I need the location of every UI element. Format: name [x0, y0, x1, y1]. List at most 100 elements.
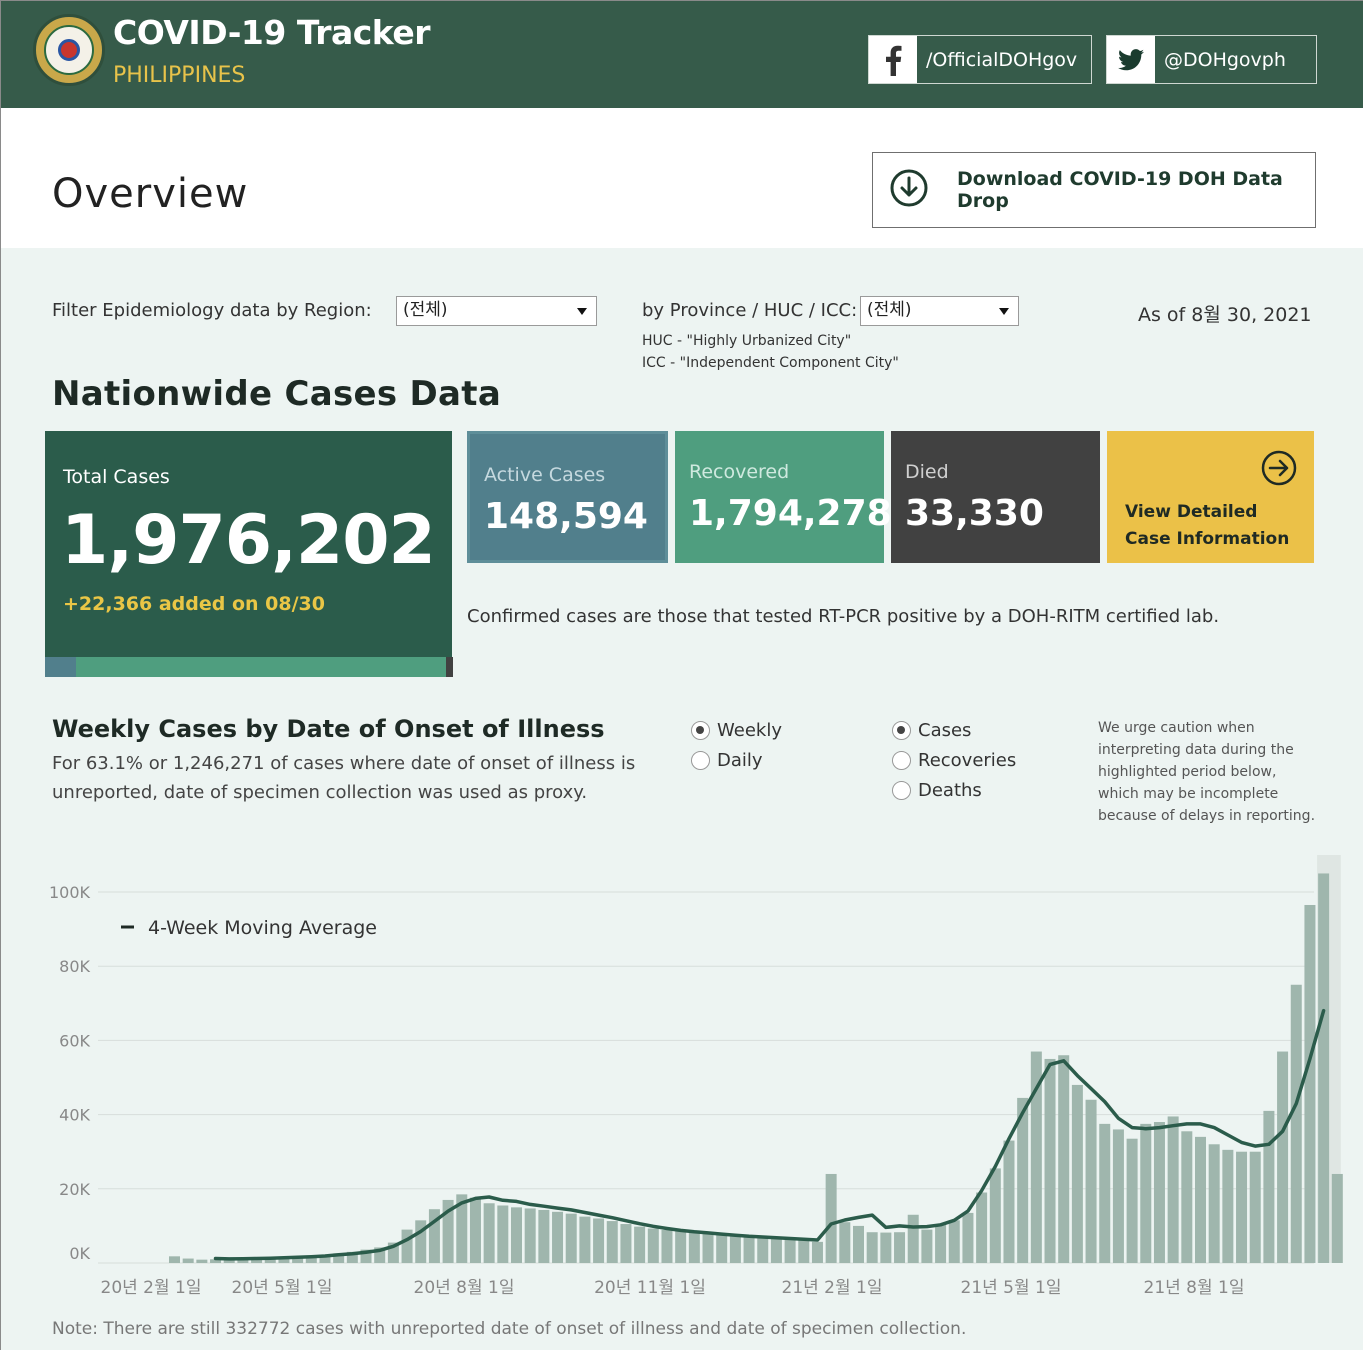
weekly-cases-bar[interactable]	[634, 1226, 646, 1263]
weekly-cases-bar[interactable]	[387, 1242, 399, 1263]
weekly-cases-bar[interactable]	[415, 1220, 427, 1263]
view-detailed-case-info-button[interactable]: View Detailed Case Information	[1107, 431, 1314, 563]
weekly-cases-bar[interactable]	[935, 1224, 947, 1263]
weekly-cases-bar[interactable]	[798, 1239, 810, 1263]
weekly-cases-bar[interactable]	[770, 1238, 782, 1263]
weekly-cases-bar[interactable]	[333, 1253, 345, 1263]
twitter-link[interactable]: @DOHgovph	[1106, 35, 1317, 84]
download-data-drop-button[interactable]: Download COVID-19 DOH Data Drop	[872, 152, 1316, 228]
weekly-cases-bar[interactable]	[169, 1256, 180, 1263]
weekly-cases-bar[interactable]	[1126, 1138, 1138, 1263]
weekly-cases-bar[interactable]	[921, 1229, 933, 1263]
weekly-cases-bar[interactable]	[989, 1168, 1001, 1263]
weekly-cases-bar[interactable]	[661, 1229, 673, 1263]
weekly-cases-bar[interactable]	[825, 1173, 837, 1263]
weekly-cases-bar[interactable]	[360, 1249, 372, 1263]
radio-daily[interactable]: Daily	[691, 750, 763, 771]
weekly-cases-bar[interactable]	[743, 1236, 755, 1263]
radio-cases[interactable]: Cases	[892, 720, 971, 741]
radio-weekly[interactable]: Weekly	[691, 720, 782, 741]
weekly-cases-bar[interactable]	[1085, 1099, 1097, 1263]
weekly-cases-bar[interactable]	[1017, 1097, 1029, 1263]
weekly-cases-bar[interactable]	[1044, 1058, 1056, 1263]
weekly-cases-bar[interactable]	[1290, 984, 1302, 1263]
weekly-cases-bar[interactable]	[1071, 1084, 1083, 1263]
weekly-cases-bar[interactable]	[428, 1209, 440, 1263]
weekly-cases-bar[interactable]	[907, 1214, 919, 1263]
weekly-cases-bar[interactable]	[1195, 1136, 1206, 1263]
weekly-cases-bar[interactable]	[1331, 1173, 1343, 1263]
weekly-cases-bar[interactable]	[251, 1258, 263, 1263]
weekly-cases-bar[interactable]	[483, 1203, 495, 1263]
region-select[interactable]: (전체)	[396, 296, 597, 326]
weekly-cases-bar[interactable]	[1263, 1110, 1275, 1263]
radio-button[interactable]	[892, 751, 911, 770]
weekly-cases-bar[interactable]	[196, 1259, 208, 1263]
weekly-cases-bar[interactable]	[1249, 1151, 1261, 1263]
radio-deaths[interactable]: Deaths	[892, 780, 982, 801]
weekly-cases-bar[interactable]	[1112, 1129, 1124, 1263]
weekly-cases-bar[interactable]	[593, 1218, 605, 1263]
weekly-cases-bar[interactable]	[469, 1197, 481, 1263]
weekly-cases-bar[interactable]	[839, 1222, 851, 1263]
weekly-cases-bar[interactable]	[1030, 1051, 1042, 1263]
weekly-cases-bar[interactable]	[442, 1199, 454, 1263]
weekly-cases-bar[interactable]	[620, 1224, 632, 1263]
weekly-cases-bar[interactable]	[702, 1233, 714, 1263]
weekly-cases-bar[interactable]	[853, 1225, 864, 1263]
weekly-cases-bar[interactable]	[538, 1209, 550, 1263]
weekly-cases-bar[interactable]	[880, 1232, 892, 1263]
weekly-cases-bar[interactable]	[210, 1259, 222, 1263]
weekly-cases-bar[interactable]	[237, 1258, 249, 1263]
weekly-cases-bar[interactable]	[223, 1258, 235, 1263]
weekly-cases-bar[interactable]	[976, 1192, 988, 1263]
weekly-cases-bar[interactable]	[675, 1231, 687, 1263]
weekly-cases-bar[interactable]	[1003, 1140, 1015, 1263]
weekly-cases-bar[interactable]	[497, 1205, 509, 1263]
weekly-cases-bar[interactable]	[1277, 1051, 1289, 1263]
radio-button[interactable]	[691, 751, 710, 770]
weekly-cases-bar[interactable]	[319, 1254, 331, 1263]
weekly-cases-bar[interactable]	[647, 1228, 659, 1263]
weekly-cases-bar[interactable]	[757, 1237, 769, 1263]
weekly-cases-bar[interactable]	[552, 1211, 564, 1263]
weekly-cases-bar[interactable]	[784, 1238, 796, 1263]
weekly-cases-bar[interactable]	[1222, 1149, 1234, 1263]
weekly-cases-bar[interactable]	[948, 1220, 960, 1263]
weekly-cases-chart[interactable]: 100K 80K 60K 40K 20K 0K 4-Week Moving Average 2…	[1, 851, 1363, 1306]
province-select[interactable]: (전체)	[860, 296, 1019, 326]
weekly-cases-bar[interactable]	[866, 1232, 878, 1263]
weekly-cases-bar[interactable]	[264, 1257, 276, 1263]
facebook-link[interactable]: /OfficialDOHgov	[868, 35, 1092, 84]
weekly-cases-bar[interactable]	[1318, 873, 1330, 1263]
radio-button[interactable]	[892, 721, 911, 740]
weekly-cases-bar[interactable]	[1153, 1122, 1165, 1263]
weekly-cases-bar[interactable]	[1099, 1123, 1111, 1263]
weekly-cases-bar[interactable]	[811, 1241, 823, 1263]
weekly-cases-bar[interactable]	[1181, 1131, 1193, 1263]
weekly-cases-bar[interactable]	[456, 1194, 468, 1263]
weekly-cases-bar[interactable]	[579, 1216, 591, 1263]
weekly-cases-bar[interactable]	[1058, 1055, 1070, 1263]
weekly-cases-bar[interactable]	[1304, 904, 1316, 1263]
radio-recoveries[interactable]: Recoveries	[892, 750, 1016, 771]
weekly-cases-bar[interactable]	[182, 1258, 194, 1263]
died-card[interactable]: Died 33,330	[891, 431, 1100, 563]
weekly-cases-bar[interactable]	[511, 1207, 522, 1263]
weekly-cases-bar[interactable]	[688, 1232, 700, 1263]
weekly-cases-bar[interactable]	[346, 1251, 358, 1263]
weekly-cases-bar[interactable]	[1208, 1144, 1220, 1263]
weekly-cases-bar[interactable]	[606, 1221, 618, 1263]
weekly-cases-bar[interactable]	[1140, 1123, 1152, 1263]
radio-button[interactable]	[691, 721, 710, 740]
weekly-cases-bar[interactable]	[1236, 1151, 1248, 1263]
weekly-cases-bar[interactable]	[729, 1235, 741, 1263]
weekly-cases-bar[interactable]	[401, 1229, 413, 1263]
weekly-cases-bar[interactable]	[305, 1255, 317, 1263]
weekly-cases-bar[interactable]	[1167, 1116, 1179, 1263]
weekly-cases-bar[interactable]	[894, 1232, 906, 1263]
weekly-cases-bar[interactable]	[524, 1208, 536, 1263]
recovered-card[interactable]: Recovered 1,794,278	[675, 431, 892, 563]
weekly-cases-bar[interactable]	[962, 1212, 974, 1263]
weekly-cases-bar[interactable]	[374, 1247, 386, 1263]
